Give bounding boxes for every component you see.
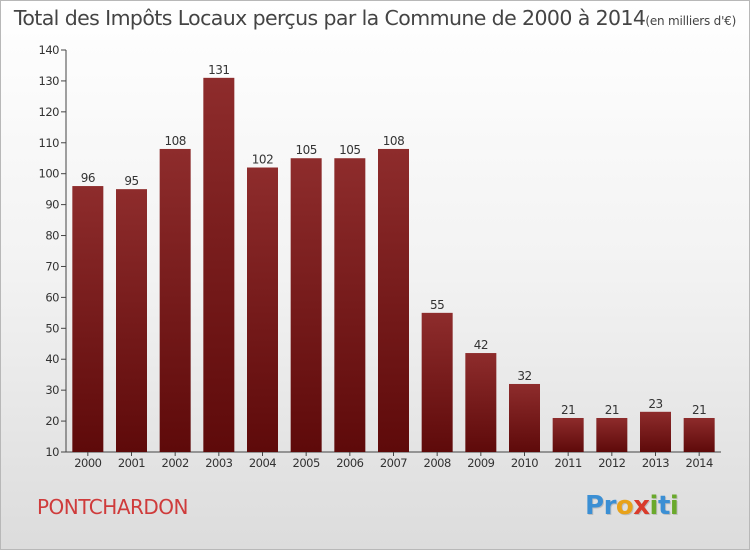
bar-value-label: 102 bbox=[252, 153, 273, 167]
x-tick-label: 2002 bbox=[162, 456, 189, 470]
brand-letter: t bbox=[657, 491, 670, 521]
brand-letter: P bbox=[585, 491, 604, 521]
x-tick-label: 2005 bbox=[293, 456, 320, 470]
bar-value-label: 105 bbox=[295, 143, 316, 157]
bar-2002 bbox=[159, 148, 191, 452]
x-tick-label: 2001 bbox=[118, 456, 145, 470]
brand-letter: i bbox=[669, 491, 679, 521]
bar-2012 bbox=[596, 417, 628, 452]
bar-2000 bbox=[72, 186, 104, 453]
proxiti-logo[interactable]: Proxiti bbox=[585, 491, 679, 521]
brand-letter: x bbox=[633, 491, 650, 521]
bar-2013 bbox=[640, 411, 671, 452]
bar-value-label: 105 bbox=[339, 143, 360, 157]
x-tick-label: 2013 bbox=[642, 456, 669, 470]
x-axis: 2000 2001 2002 2003 2004 2005 2006 2007 2008 2009… bbox=[66, 451, 721, 470]
bar-2007 bbox=[378, 148, 409, 452]
y-tick-label: 140 bbox=[39, 43, 60, 57]
y-tick-label: 30 bbox=[45, 383, 59, 397]
chart-title: Total des Impôts Locaux perçus par la Co… bbox=[13, 6, 646, 30]
bar-value-label: 32 bbox=[517, 369, 531, 383]
bar-value-label: 108 bbox=[383, 134, 404, 148]
bar-value-label: 21 bbox=[605, 403, 619, 417]
bars bbox=[72, 77, 715, 453]
x-tick-label: 2006 bbox=[336, 456, 363, 470]
x-tick-label: 2000 bbox=[74, 456, 101, 470]
bar-value-label: 108 bbox=[164, 134, 185, 148]
brand-letter: o bbox=[615, 491, 634, 521]
x-tick-label: 2009 bbox=[467, 456, 494, 470]
bar-value-label: 95 bbox=[124, 174, 138, 188]
x-tick-label: 2003 bbox=[205, 456, 232, 470]
bar-2011 bbox=[552, 417, 584, 452]
y-tick-label: 20 bbox=[45, 414, 59, 428]
y-tick-label: 50 bbox=[45, 321, 59, 335]
y-tick-label: 40 bbox=[45, 352, 59, 366]
brand-letter: r bbox=[603, 491, 617, 521]
bar-value-labels: 96 95 108 131 102 105 105 108 55 42 32 21 21 23 21 bbox=[81, 63, 707, 417]
bar-value-label: 23 bbox=[648, 397, 662, 411]
bar-2008 bbox=[421, 312, 453, 452]
brand-letter: i bbox=[649, 491, 659, 521]
bar-value-label: 21 bbox=[561, 403, 575, 417]
y-tick-label: 10 bbox=[45, 445, 59, 459]
bar-2001 bbox=[116, 189, 147, 452]
bar-2003 bbox=[203, 77, 235, 452]
bar-2009 bbox=[465, 353, 497, 452]
bar-value-label: 42 bbox=[474, 338, 488, 352]
x-tick-label: 2012 bbox=[598, 456, 625, 470]
commune-name: PONTCHARDON bbox=[37, 495, 189, 519]
y-axis: 10 20 30 40 50 60 70 80 90 100 110 120 130 140 bbox=[39, 43, 67, 459]
y-tick-label: 70 bbox=[45, 259, 59, 273]
chart-title-block: Total des Impôts Locaux perçus par la Co… bbox=[1, 6, 749, 30]
bar-2004 bbox=[247, 167, 278, 452]
bar-value-label: 96 bbox=[81, 171, 95, 185]
x-tick-label: 2007 bbox=[380, 456, 407, 470]
bar-value-label: 21 bbox=[692, 403, 706, 417]
x-tick-label: 2010 bbox=[511, 456, 538, 470]
bar-2005 bbox=[290, 158, 322, 452]
bar-value-label: 131 bbox=[208, 63, 229, 77]
x-tick-label: 2008 bbox=[424, 456, 451, 470]
y-tick-label: 110 bbox=[39, 136, 60, 150]
y-tick-label: 80 bbox=[45, 229, 59, 243]
y-tick-label: 120 bbox=[39, 105, 60, 119]
x-tick-label: 2014 bbox=[686, 456, 713, 470]
bar-2010 bbox=[509, 383, 540, 452]
bar-value-label: 55 bbox=[430, 298, 444, 312]
y-tick-label: 60 bbox=[45, 290, 59, 304]
y-tick-label: 130 bbox=[39, 74, 60, 88]
chart-unit-note: (en milliers d'€) bbox=[645, 14, 737, 28]
bar-2006 bbox=[334, 158, 366, 452]
bar-2014 bbox=[683, 417, 715, 452]
x-tick-label: 2011 bbox=[555, 456, 582, 470]
y-tick-label: 90 bbox=[45, 198, 59, 212]
x-tick-label: 2004 bbox=[249, 456, 276, 470]
y-tick-label: 100 bbox=[39, 167, 60, 181]
